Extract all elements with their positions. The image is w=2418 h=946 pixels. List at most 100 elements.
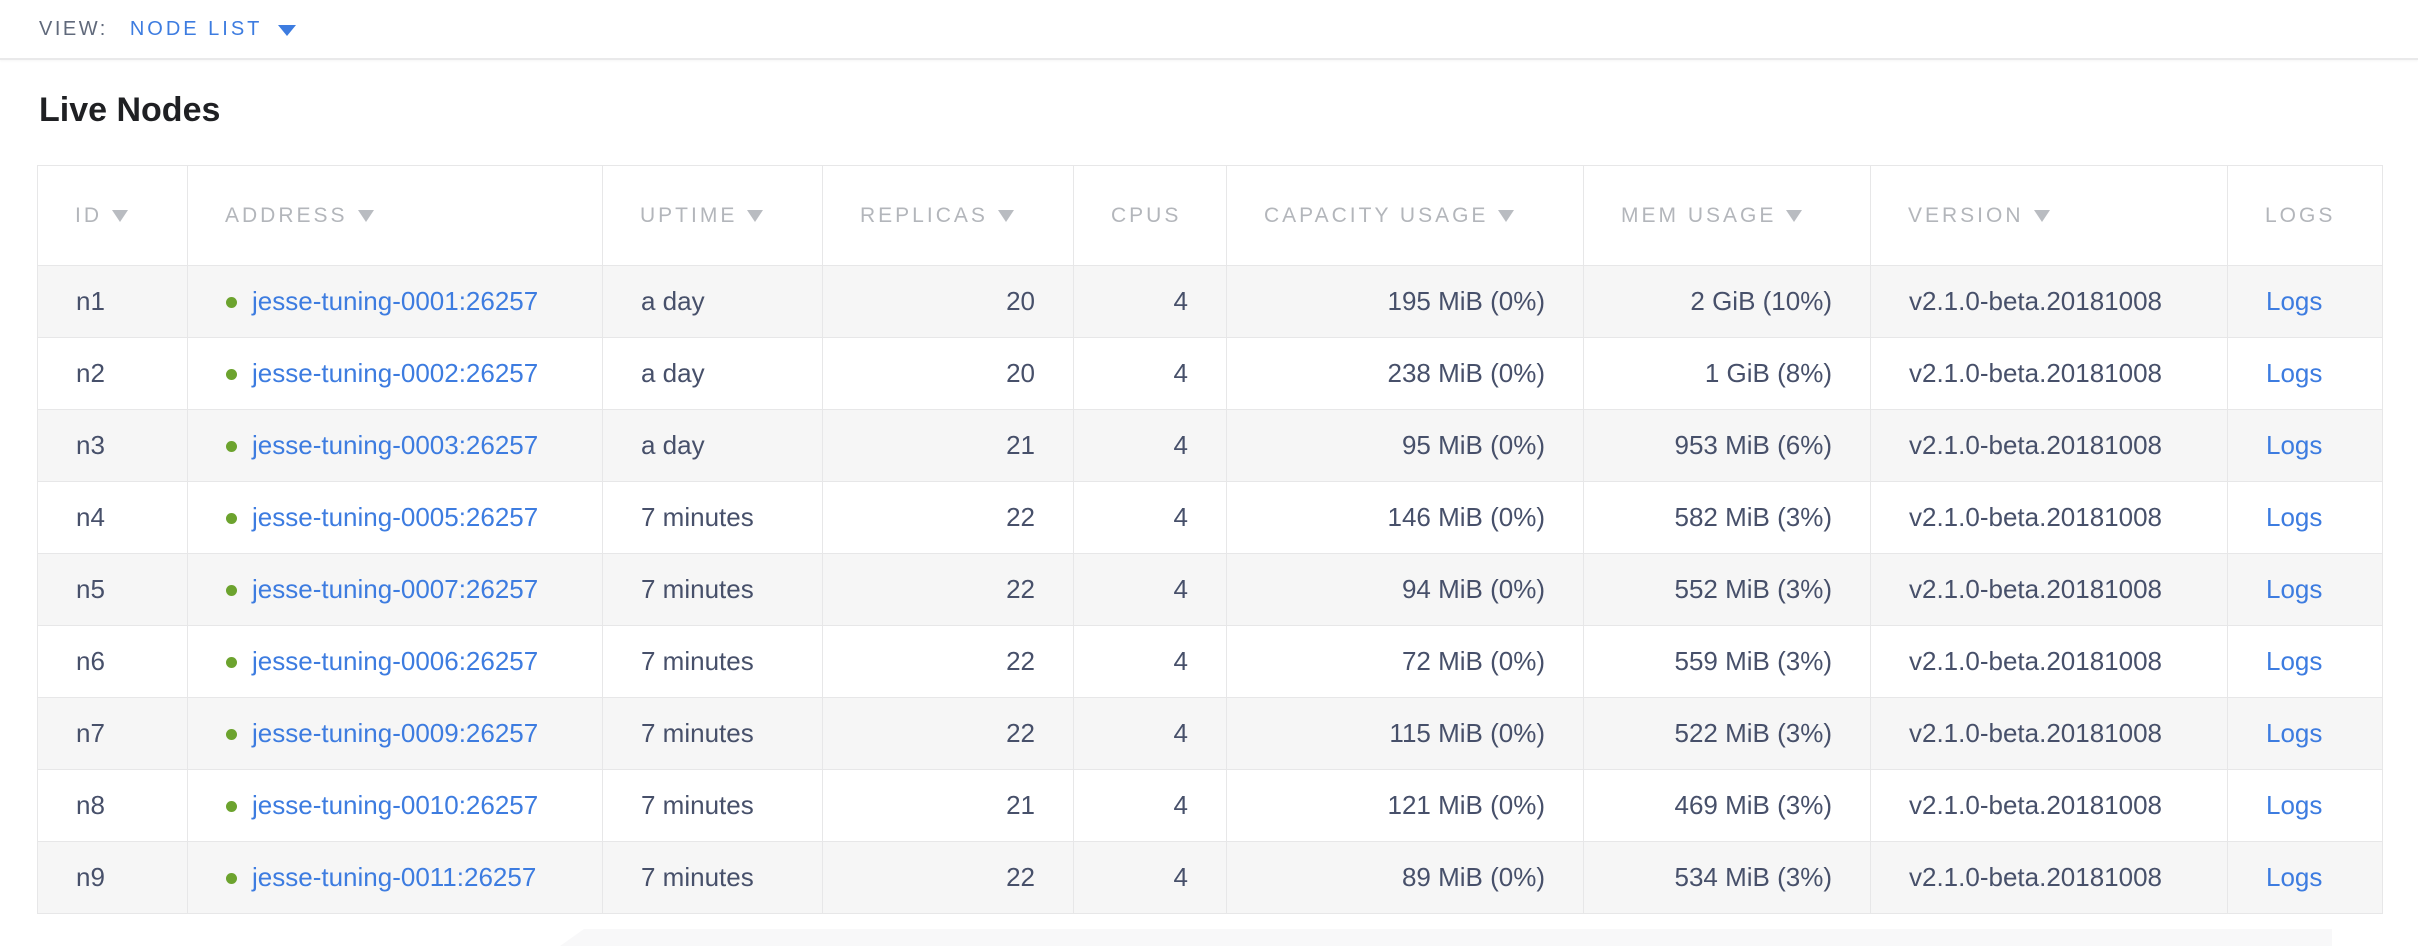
column-header-capacity-usage[interactable]: CAPACITY USAGE <box>1226 165 1584 266</box>
node-id-cell: n4 <box>37 481 188 554</box>
node-id-cell: n9 <box>37 841 188 914</box>
node-address-cell: jesse-tuning-0003:26257 <box>187 409 603 482</box>
node-live-dot-icon <box>226 657 237 668</box>
capacity-usage-cell: 94 MiB (0%) <box>1226 553 1584 626</box>
logs-cell: Logs <box>2227 481 2383 554</box>
column-header-mem-usage[interactable]: MEM USAGE <box>1583 165 1871 266</box>
logs-link[interactable]: Logs <box>2266 358 2323 388</box>
bottom-panel-edge <box>560 929 2332 946</box>
column-header-cpus: CPUS <box>1073 165 1227 266</box>
node-id-cell: n7 <box>37 697 188 770</box>
node-address-cell: jesse-tuning-0009:26257 <box>187 697 603 770</box>
logs-link[interactable]: Logs <box>2266 646 2323 676</box>
logs-link[interactable]: Logs <box>2266 430 2323 460</box>
node-live-dot-icon <box>226 513 237 524</box>
replicas-cell: 22 <box>822 841 1074 914</box>
version-cell: v2.1.0-beta.20181008 <box>1870 409 2228 482</box>
logs-link[interactable]: Logs <box>2266 286 2323 316</box>
column-header-address[interactable]: ADDRESS <box>187 165 603 266</box>
logs-link[interactable]: Logs <box>2266 718 2323 748</box>
sort-arrow-icon <box>997 209 1014 222</box>
uptime-cell: 7 minutes <box>602 769 823 842</box>
column-header-version[interactable]: VERSION <box>1870 165 2228 266</box>
mem-usage-cell: 2 GiB (10%) <box>1583 265 1871 338</box>
cpus-cell: 4 <box>1073 409 1227 482</box>
node-id-cell: n6 <box>37 625 188 698</box>
node-address-cell: jesse-tuning-0001:26257 <box>187 265 603 338</box>
version-cell: v2.1.0-beta.20181008 <box>1870 697 2228 770</box>
node-address-cell: jesse-tuning-0010:26257 <box>187 769 603 842</box>
node-address-cell: jesse-tuning-0002:26257 <box>187 337 603 410</box>
replicas-cell: 20 <box>822 265 1074 338</box>
node-address-link[interactable]: jesse-tuning-0005:26257 <box>252 502 539 532</box>
logs-cell: Logs <box>2227 553 2383 626</box>
node-id-cell: n2 <box>37 337 188 410</box>
capacity-usage-cell: 89 MiB (0%) <box>1226 841 1584 914</box>
node-address-link[interactable]: jesse-tuning-0002:26257 <box>252 358 539 388</box>
node-address-cell: jesse-tuning-0006:26257 <box>187 625 603 698</box>
cpus-cell: 4 <box>1073 625 1227 698</box>
logs-cell: Logs <box>2227 337 2383 410</box>
table-row: n5 jesse-tuning-0007:26257 7 minutes 22 … <box>37 553 2383 626</box>
cpus-cell: 4 <box>1073 337 1227 410</box>
node-address-link[interactable]: jesse-tuning-0003:26257 <box>252 430 539 460</box>
mem-usage-cell: 559 MiB (3%) <box>1583 625 1871 698</box>
uptime-cell: 7 minutes <box>602 625 823 698</box>
logs-link[interactable]: Logs <box>2266 574 2323 604</box>
node-live-dot-icon <box>226 729 237 740</box>
table-row: n3 jesse-tuning-0003:26257 a day 21 4 95… <box>37 409 2383 482</box>
logs-link[interactable]: Logs <box>2266 502 2323 532</box>
uptime-cell: 7 minutes <box>602 841 823 914</box>
column-header-uptime[interactable]: UPTIME <box>602 165 823 266</box>
cpus-cell: 4 <box>1073 841 1227 914</box>
node-id-cell: n8 <box>37 769 188 842</box>
table-row: n2 jesse-tuning-0002:26257 a day 20 4 23… <box>37 337 2383 410</box>
node-address-link[interactable]: jesse-tuning-0001:26257 <box>252 286 539 316</box>
view-label: VIEW: <box>39 17 108 40</box>
node-address-link[interactable]: jesse-tuning-0010:26257 <box>252 790 539 820</box>
chevron-down-icon <box>278 25 297 36</box>
table-row: n8 jesse-tuning-0010:26257 7 minutes 21 … <box>37 769 2383 842</box>
node-id-cell: n1 <box>37 265 188 338</box>
capacity-usage-cell: 95 MiB (0%) <box>1226 409 1584 482</box>
logs-link[interactable]: Logs <box>2266 862 2323 892</box>
view-selector-bar: VIEW: NODE LIST <box>0 0 2418 60</box>
table-row: n1 jesse-tuning-0001:26257 a day 20 4 19… <box>37 265 2383 338</box>
table-row: n9 jesse-tuning-0011:26257 7 minutes 22 … <box>37 841 2383 914</box>
node-address-link[interactable]: jesse-tuning-0007:26257 <box>252 574 539 604</box>
logs-cell: Logs <box>2227 841 2383 914</box>
uptime-cell: a day <box>602 337 823 410</box>
capacity-usage-cell: 238 MiB (0%) <box>1226 337 1584 410</box>
mem-usage-cell: 552 MiB (3%) <box>1583 553 1871 626</box>
node-address-link[interactable]: jesse-tuning-0009:26257 <box>252 718 539 748</box>
replicas-cell: 21 <box>822 769 1074 842</box>
mem-usage-cell: 534 MiB (3%) <box>1583 841 1871 914</box>
cpus-cell: 4 <box>1073 553 1227 626</box>
replicas-cell: 21 <box>822 409 1074 482</box>
replicas-cell: 22 <box>822 553 1074 626</box>
replicas-cell: 22 <box>822 697 1074 770</box>
logs-cell: Logs <box>2227 769 2383 842</box>
live-nodes-table: ID ADDRESS UPTIME REPLICAS CPUS CAPACITY… <box>37 165 2383 914</box>
node-id-cell: n5 <box>37 553 188 626</box>
node-live-dot-icon <box>226 585 237 596</box>
mem-usage-cell: 953 MiB (6%) <box>1583 409 1871 482</box>
node-address-link[interactable]: jesse-tuning-0006:26257 <box>252 646 539 676</box>
mem-usage-cell: 522 MiB (3%) <box>1583 697 1871 770</box>
logs-cell: Logs <box>2227 697 2383 770</box>
node-address-cell: jesse-tuning-0007:26257 <box>187 553 603 626</box>
cpus-cell: 4 <box>1073 265 1227 338</box>
version-cell: v2.1.0-beta.20181008 <box>1870 481 2228 554</box>
sort-arrow-icon <box>112 209 128 222</box>
view-dropdown[interactable]: NODE LIST <box>130 18 297 41</box>
logs-link[interactable]: Logs <box>2266 790 2323 820</box>
uptime-cell: 7 minutes <box>602 697 823 770</box>
node-address-link[interactable]: jesse-tuning-0011:26257 <box>252 862 537 892</box>
column-header-id[interactable]: ID <box>37 165 188 266</box>
table-row: n4 jesse-tuning-0005:26257 7 minutes 22 … <box>37 481 2383 554</box>
node-live-dot-icon <box>226 441 237 452</box>
mem-usage-cell: 1 GiB (8%) <box>1583 337 1871 410</box>
capacity-usage-cell: 121 MiB (0%) <box>1226 769 1584 842</box>
column-header-replicas[interactable]: REPLICAS <box>822 165 1074 266</box>
sort-arrow-icon <box>2033 209 2050 222</box>
